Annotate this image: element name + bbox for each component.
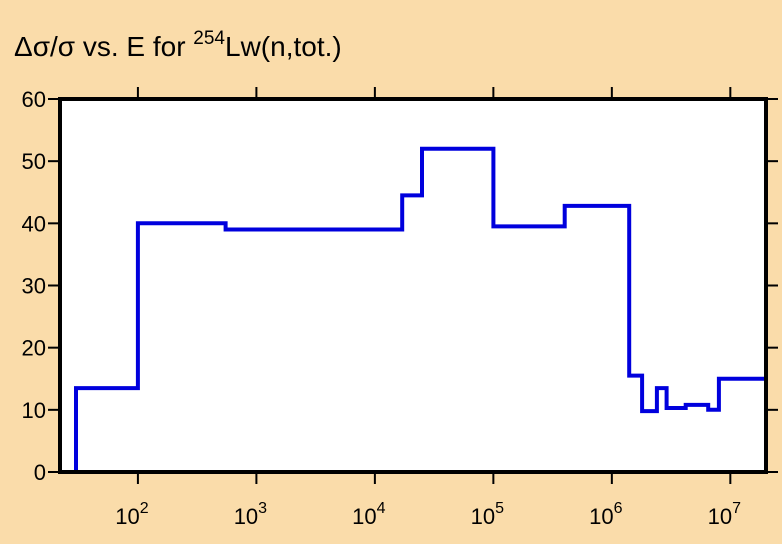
- y-tick-label: 40: [22, 211, 46, 236]
- x-tick-label: 105: [471, 500, 504, 529]
- plot-area: [60, 99, 766, 472]
- x-tick-label: 103: [234, 500, 267, 529]
- title-superscript: 254: [193, 28, 225, 49]
- y-tick-label: 50: [22, 149, 46, 174]
- y-tick-label: 30: [22, 274, 46, 299]
- plot-frame: [58, 97, 768, 474]
- y-tick-label: 0: [34, 460, 46, 485]
- series-step-line: [74, 146, 766, 472]
- title-suffix: Lw(n,tot.): [225, 31, 342, 62]
- x-tick-label: 106: [589, 500, 622, 529]
- y-tick-label: 10: [22, 398, 46, 423]
- y-tick-label: 60: [22, 87, 46, 112]
- title-prefix: Δσ/σ vs. E for: [14, 31, 193, 62]
- y-axis: 0 10 20 30 40 50 60: [22, 87, 778, 485]
- x-tick-label: 107: [708, 500, 741, 529]
- chart-title: Δσ/σ vs. E for 254Lw(n,tot.): [14, 28, 342, 62]
- x-axis: 102 103 104 105 106 107: [115, 87, 741, 529]
- x-tick-label: 102: [115, 500, 148, 529]
- y-tick-label: 20: [22, 336, 46, 361]
- x-tick-label: 104: [352, 500, 385, 529]
